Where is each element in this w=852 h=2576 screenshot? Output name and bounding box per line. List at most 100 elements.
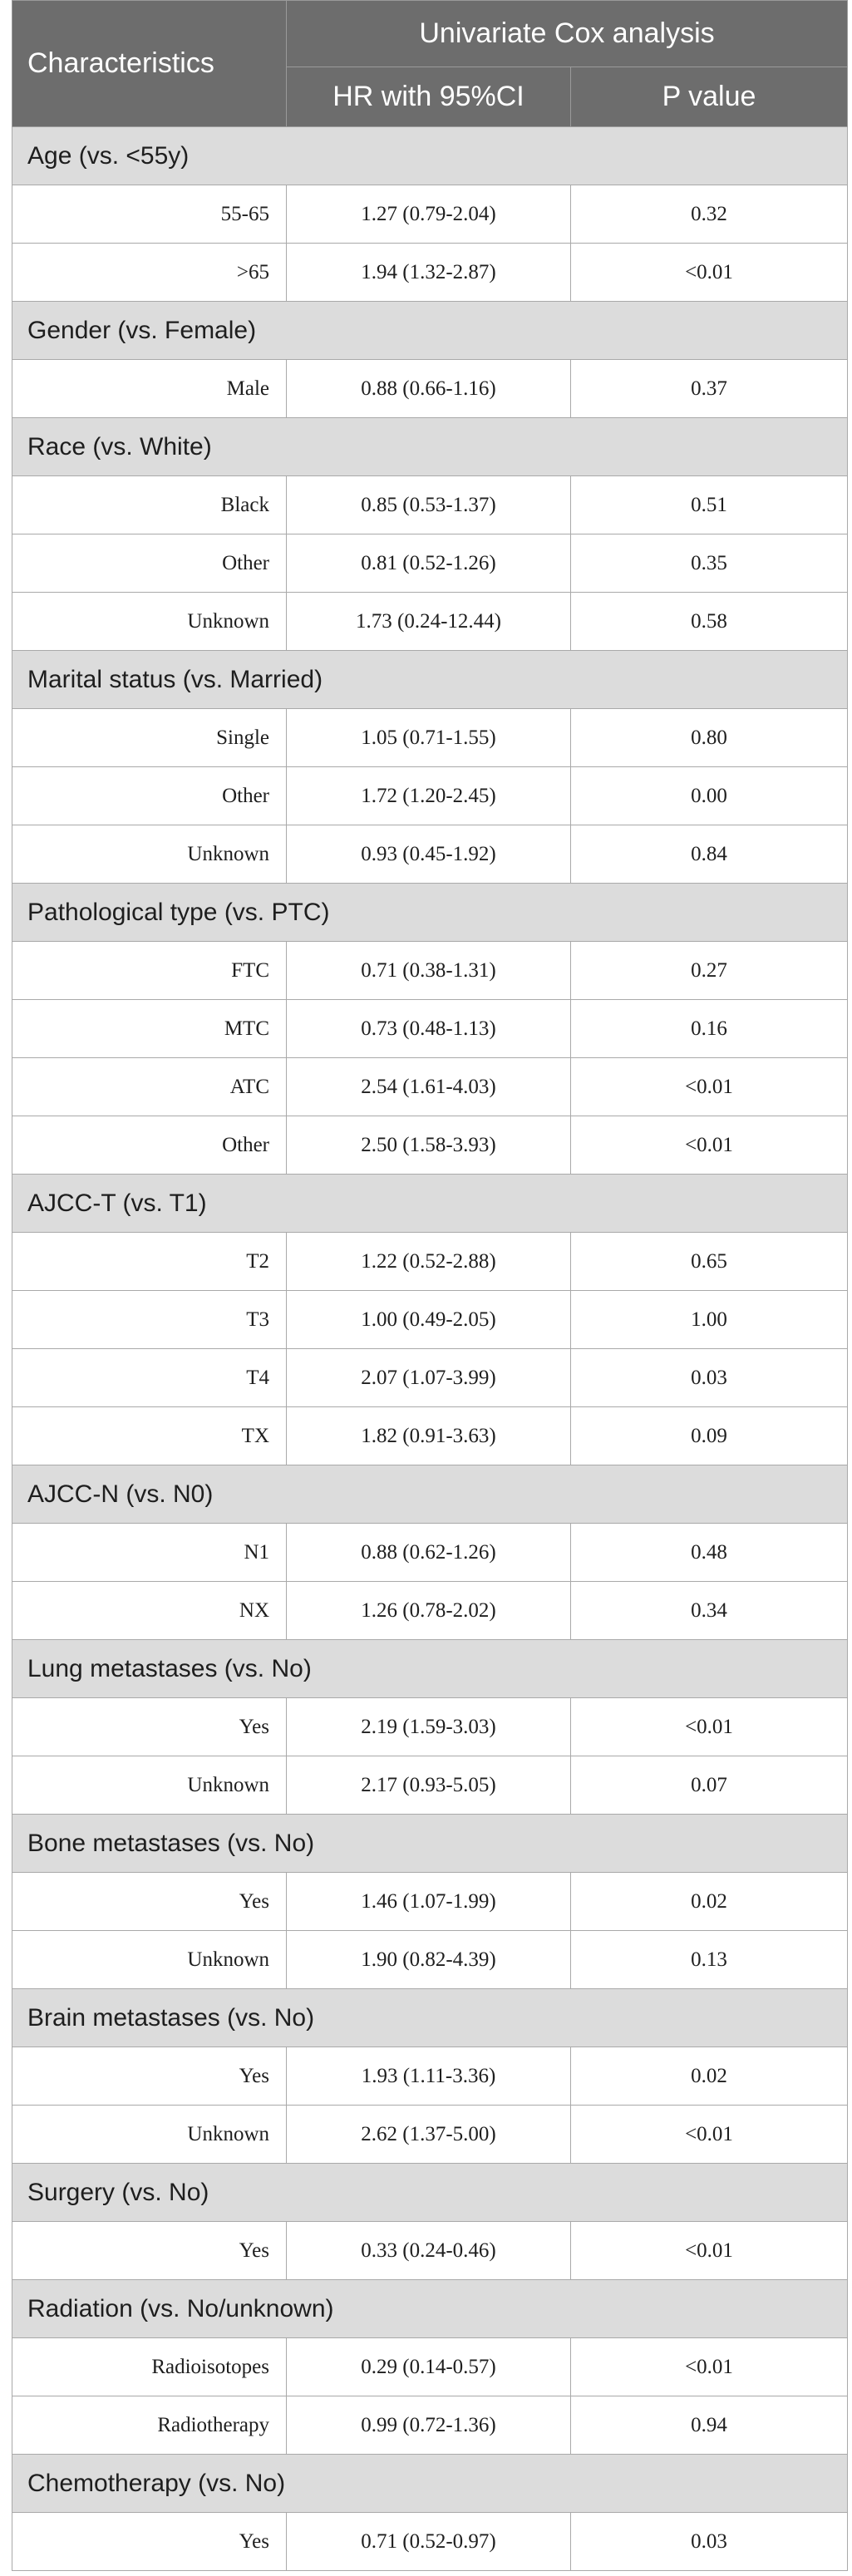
p-value-cell: 0.02 <box>569 2047 849 2106</box>
level-cell: Unknown <box>12 2105 287 2164</box>
category-row: Marital status (vs. Married) <box>11 650 849 709</box>
level-cell: TX <box>12 1406 287 1465</box>
category-row: Bone metastases (vs. No) <box>11 1814 849 1873</box>
p-value-cell: 0.00 <box>569 766 849 825</box>
header-row-top: Characteristics Univariate Cox analysis <box>12 0 849 127</box>
hr-ci-cell: 2.07 (1.07-3.99) <box>286 1348 571 1407</box>
level-cell: N1 <box>12 1523 287 1582</box>
hr-ci-cell: 1.26 (0.78-2.02) <box>286 1581 571 1640</box>
p-value-cell: 0.02 <box>569 1872 849 1931</box>
p-value-cell: <0.01 <box>569 243 849 302</box>
hr-column-header: HR with 95%CI <box>286 66 571 127</box>
hr-ci-cell: 1.94 (1.32-2.87) <box>286 243 571 302</box>
hr-ci-cell: 2.19 (1.59-3.03) <box>286 1697 571 1756</box>
p-value-cell: 0.27 <box>569 941 849 1000</box>
table-row: TX 1.82 (0.91-3.63) 0.09 <box>12 1406 849 1465</box>
header-row-bottom: HR with 95%CI P value <box>12 66 849 127</box>
category-label: Marital status (vs. Married) <box>11 650 849 709</box>
p-value-cell: <0.01 <box>569 2337 849 2396</box>
level-cell: Unknown <box>12 592 287 651</box>
category-label: Age (vs. <55y) <box>11 126 849 185</box>
level-cell: MTC <box>12 999 287 1058</box>
table-row: FTC 0.71 (0.38-1.31) 0.27 <box>12 941 849 1000</box>
level-cell: ATC <box>12 1057 287 1116</box>
table-body: Age (vs. <55y) 55-65 1.27 (0.79-2.04) 0.32 >… <box>11 126 849 2571</box>
table-row: Other 2.50 (1.58-3.93) <0.01 <box>12 1116 849 1175</box>
table-row: Yes 1.46 (1.07-1.99) 0.02 <box>12 1872 849 1931</box>
table-row: Single 1.05 (0.71-1.55) 0.80 <box>12 708 849 767</box>
level-cell: Yes <box>12 1872 287 1931</box>
p-value-cell: 0.07 <box>569 1756 849 1815</box>
table-row: Yes 0.71 (0.52-0.97) 0.03 <box>12 2512 849 2571</box>
hr-ci-cell: 1.73 (0.24-12.44) <box>286 592 571 651</box>
category-row: Race (vs. White) <box>11 417 849 476</box>
hr-ci-cell: 2.62 (1.37-5.00) <box>286 2105 571 2164</box>
level-cell: Yes <box>12 2221 287 2280</box>
category-label: Radiation (vs. No/unknown) <box>11 2279 849 2338</box>
hr-ci-cell: 1.93 (1.11-3.36) <box>286 2047 571 2106</box>
p-value-cell: 0.09 <box>569 1406 849 1465</box>
table-row: Other 1.72 (1.20-2.45) 0.00 <box>12 766 849 825</box>
hr-ci-cell: 0.33 (0.24-0.46) <box>286 2221 571 2280</box>
level-cell: Radiotherapy <box>12 2396 287 2455</box>
p-value-cell: 0.35 <box>569 534 849 593</box>
level-cell: FTC <box>12 941 287 1000</box>
p-value-cell: <0.01 <box>569 2105 849 2164</box>
hr-ci-cell: 0.81 (0.52-1.26) <box>286 534 571 593</box>
category-label: Pathological type (vs. PTC) <box>11 883 849 942</box>
p-value-cell: 0.32 <box>569 185 849 244</box>
hr-ci-cell: 0.29 (0.14-0.57) <box>286 2337 571 2396</box>
category-row: Surgery (vs. No) <box>11 2163 849 2222</box>
p-value-cell: 0.16 <box>569 999 849 1058</box>
hr-ci-cell: 0.88 (0.66-1.16) <box>286 359 571 418</box>
table-row: T2 1.22 (0.52-2.88) 0.65 <box>12 1232 849 1291</box>
hr-ci-cell: 1.90 (0.82-4.39) <box>286 1930 571 1989</box>
hr-ci-cell: 0.73 (0.48-1.13) <box>286 999 571 1058</box>
category-row: Brain metastases (vs. No) <box>11 1988 849 2047</box>
table-row: 55-65 1.27 (0.79-2.04) 0.32 <box>12 185 849 244</box>
p-value-cell: 0.51 <box>569 475 849 534</box>
p-value-cell: 0.48 <box>569 1523 849 1582</box>
hr-ci-cell: 1.46 (1.07-1.99) <box>286 1872 571 1931</box>
level-cell: T4 <box>12 1348 287 1407</box>
level-cell: Yes <box>12 2512 287 2571</box>
table-row: Unknown 2.17 (0.93-5.05) 0.07 <box>12 1756 849 1815</box>
category-row: Pathological type (vs. PTC) <box>11 883 849 942</box>
level-cell: Unknown <box>12 1756 287 1815</box>
p-value-cell: 0.58 <box>569 592 849 651</box>
category-row: AJCC-N (vs. N0) <box>11 1465 849 1524</box>
level-cell: Yes <box>12 2047 287 2106</box>
level-cell: T2 <box>12 1232 287 1291</box>
hr-ci-cell: 0.93 (0.45-1.92) <box>286 825 571 884</box>
p-value-cell: 0.37 <box>569 359 849 418</box>
table-row: Male 0.88 (0.66-1.16) 0.37 <box>12 359 849 418</box>
p-value-cell: <0.01 <box>569 1057 849 1116</box>
level-cell: >65 <box>12 243 287 302</box>
hr-ci-cell: 1.22 (0.52-2.88) <box>286 1232 571 1291</box>
p-value-cell: <0.01 <box>569 2221 849 2280</box>
table-row: ATC 2.54 (1.61-4.03) <0.01 <box>12 1057 849 1116</box>
table-row: T3 1.00 (0.49-2.05) 1.00 <box>12 1290 849 1349</box>
table-row: T4 2.07 (1.07-3.99) 0.03 <box>12 1348 849 1407</box>
level-cell: Other <box>12 1116 287 1175</box>
category-label: AJCC-T (vs. T1) <box>11 1174 849 1233</box>
univariate-cox-header: Univariate Cox analysis <box>285 0 849 67</box>
level-cell: Unknown <box>12 825 287 884</box>
category-row: Age (vs. <55y) <box>11 126 849 185</box>
category-label: Gender (vs. Female) <box>11 301 849 360</box>
hr-ci-cell: 1.72 (1.20-2.45) <box>286 766 571 825</box>
table-row: Radioisotopes 0.29 (0.14-0.57) <0.01 <box>12 2337 849 2396</box>
p-value-cell: 0.65 <box>569 1232 849 1291</box>
category-label: Chemotherapy (vs. No) <box>11 2454 849 2513</box>
hr-ci-cell: 0.85 (0.53-1.37) <box>286 475 571 534</box>
hr-ci-cell: 0.71 (0.52-0.97) <box>286 2512 571 2571</box>
table-row: MTC 0.73 (0.48-1.13) 0.16 <box>12 999 849 1058</box>
hr-ci-cell: 1.82 (0.91-3.63) <box>286 1406 571 1465</box>
level-cell: Yes <box>12 1697 287 1756</box>
hr-ci-cell: 1.05 (0.71-1.55) <box>286 708 571 767</box>
table-row: Unknown 1.73 (0.24-12.44) 0.58 <box>12 592 849 651</box>
table-row: Yes 0.33 (0.24-0.46) <0.01 <box>12 2221 849 2280</box>
table-row: N1 0.88 (0.62-1.26) 0.48 <box>12 1523 849 1582</box>
category-row: Radiation (vs. No/unknown) <box>11 2279 849 2338</box>
p-value-cell: 1.00 <box>569 1290 849 1349</box>
